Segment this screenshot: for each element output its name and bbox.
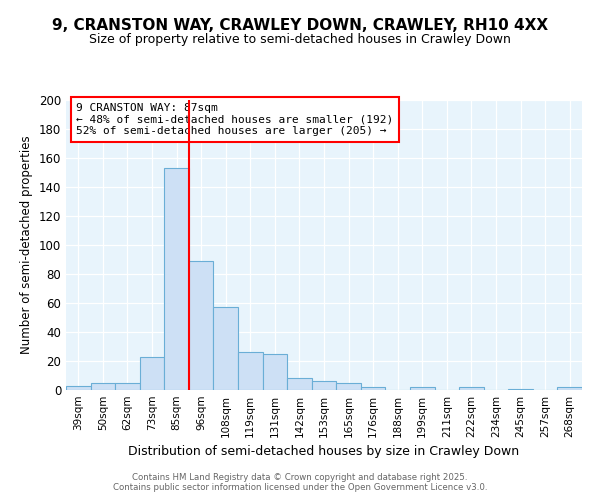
Bar (91, 383, 115, 390)
Bar (189, 261, 214, 390)
Bar (263, 354, 287, 390)
Bar (557, 387, 582, 390)
Bar (459, 387, 484, 390)
Bar (410, 387, 434, 390)
Bar (214, 308, 238, 390)
Bar (164, 168, 189, 390)
Bar (361, 387, 385, 390)
Y-axis label: Number of semi-detached properties: Number of semi-detached properties (20, 136, 33, 354)
Text: Size of property relative to semi-detached houses in Crawley Down: Size of property relative to semi-detach… (89, 32, 511, 46)
Text: 9, CRANSTON WAY, CRAWLEY DOWN, CRAWLEY, RH10 4XX: 9, CRANSTON WAY, CRAWLEY DOWN, CRAWLEY, … (52, 18, 548, 32)
Bar (140, 356, 164, 390)
Bar (115, 383, 140, 390)
Bar (312, 382, 336, 390)
Bar (287, 378, 312, 390)
Bar (336, 383, 361, 390)
X-axis label: Distribution of semi-detached houses by size in Crawley Down: Distribution of semi-detached houses by … (128, 446, 520, 458)
Bar (238, 352, 263, 390)
Bar (508, 388, 533, 390)
Text: Contains HM Land Registry data © Crown copyright and database right 2025.
Contai: Contains HM Land Registry data © Crown c… (113, 473, 487, 492)
Text: 9 CRANSTON WAY: 87sqm
← 48% of semi-detached houses are smaller (192)
52% of sem: 9 CRANSTON WAY: 87sqm ← 48% of semi-deta… (76, 103, 394, 136)
Bar (66, 386, 91, 390)
